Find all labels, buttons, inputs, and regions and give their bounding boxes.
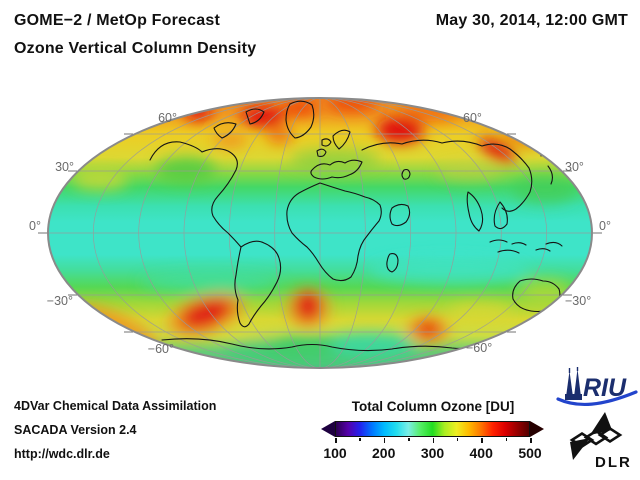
footer-line-assimilation: 4DVar Chemical Data Assimilation xyxy=(14,399,217,413)
colorbar-label-500: 500 xyxy=(518,445,542,461)
lat-label-0-right: 0° xyxy=(599,219,611,233)
colorbar-tick-200 xyxy=(383,438,386,443)
lat-label-60s-left: −60° xyxy=(148,342,174,356)
lat-ticks xyxy=(38,133,602,333)
lat-label-60s-right: −60° xyxy=(466,341,492,355)
colorbar-tick-150 xyxy=(359,438,361,441)
cathedral-icon xyxy=(565,367,582,400)
dlr-logo-text: DLR xyxy=(595,454,632,471)
page-title: GOME−2 / MetOp Forecast xyxy=(14,12,220,29)
colorbar: 100 200 300 400 500 xyxy=(321,421,561,467)
ozone-field xyxy=(48,98,592,368)
colorbar-label-400: 400 xyxy=(469,445,493,461)
colorbar-tick-250 xyxy=(408,438,410,441)
lat-labels: 60° 30° 0° −30° −60° 60° 30° 0° −30° −60… xyxy=(29,111,611,356)
colorbar-tick-100 xyxy=(335,438,337,443)
map-outline xyxy=(47,97,593,369)
colorbar-label-200: 200 xyxy=(372,445,396,461)
colorbar-gradient xyxy=(335,421,530,437)
lat-label-0-left: 0° xyxy=(29,219,41,233)
riu-logo: RIU xyxy=(556,367,638,407)
lat-label-60n-right: 60° xyxy=(463,111,482,125)
colorbar-label-300: 300 xyxy=(420,445,445,461)
timestamp: May 30, 2014, 12:00 GMT xyxy=(435,12,628,29)
lat-label-30n-right: 30° xyxy=(565,160,584,174)
page-subtitle: Ozone Vertical Column Density xyxy=(14,40,257,57)
colorbar-tick-350 xyxy=(456,438,459,441)
graticule xyxy=(48,98,592,368)
lat-label-30n-left: 30° xyxy=(55,160,74,174)
river-wave-icon xyxy=(556,390,638,407)
colorbar-label-100: 100 xyxy=(323,445,347,461)
colorbar-right-arrow xyxy=(530,421,544,437)
lat-label-30s-left: −30° xyxy=(47,294,73,308)
colorbar-tick-450 xyxy=(505,438,508,441)
colorbar-tick-300 xyxy=(432,438,434,443)
colorbar-left-arrow xyxy=(321,421,335,437)
footer-line-url: http://wdc.dlr.de xyxy=(14,447,110,461)
colorbar-title: Total Column Ozone [DU] xyxy=(351,399,515,414)
dlr-logo: DLR xyxy=(569,412,632,471)
footer-line-version: SACADA Version 2.4 xyxy=(14,423,137,437)
colorbar-tick-500 xyxy=(530,438,532,443)
lat-label-30s-right: −30° xyxy=(565,294,591,308)
lat-label-60n-left: 60° xyxy=(158,111,177,125)
colorbar-tick-400 xyxy=(481,438,483,443)
dlr-bird-icon xyxy=(569,412,623,460)
